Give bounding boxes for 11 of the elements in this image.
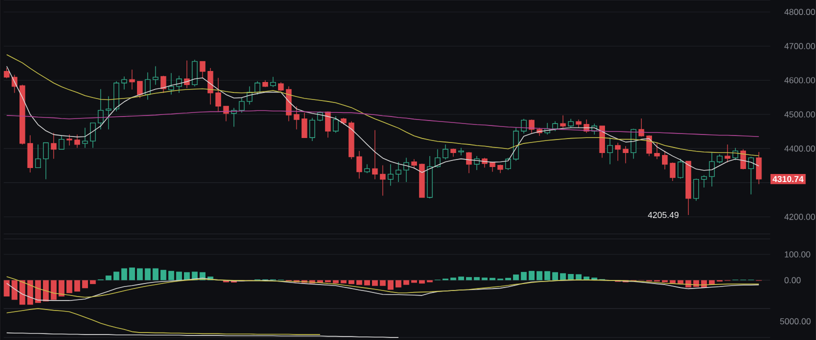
- text: 4310.74: [772, 176, 804, 182]
- y-tick-label: 4400.00: [784, 145, 816, 152]
- y-tick-label: 4200.00: [784, 214, 816, 220]
- y-tick-label: 4700.00: [784, 42, 816, 49]
- text: 5000.00: [780, 318, 811, 324]
- y-tick-label: 4600.00: [784, 76, 816, 84]
- y-tick-label: 4500.00: [784, 111, 816, 118]
- y-tick-label: 0.00: [784, 276, 801, 284]
- annotation: 4205.49: [648, 212, 678, 218]
- y-tick-label: 4800.00: [784, 8, 816, 15]
- y-tick-label: 100.00: [784, 251, 810, 258]
